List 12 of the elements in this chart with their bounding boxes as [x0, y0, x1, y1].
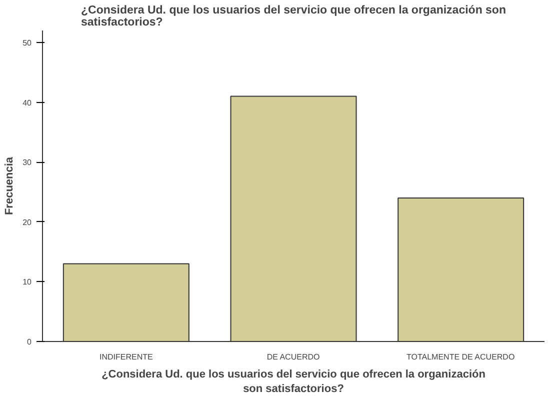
chart-title: ¿Considera Ud. que los usuarios del servicio que ofrecen la organización son satisfactorios?	[81, 4, 506, 28]
y-tick-label: 0	[27, 338, 32, 346]
x-axis-title: ¿Considera Ud. que los usuarios del servicio que ofrecen la organización son satisfactorios?	[102, 368, 486, 395]
x-tick-label: TOTALMENTE DE ACUERDO	[406, 352, 515, 362]
y-tick-label: 10	[22, 278, 32, 287]
y-tick-label: 20	[22, 218, 32, 227]
x-tick-label: INDIFERENTE	[100, 352, 153, 362]
y-tick-label: 40	[22, 98, 32, 108]
y-tick-label: 30	[22, 158, 32, 168]
y-tick-label: 50	[22, 38, 32, 48]
x-tick-label: DE ACUERDO	[266, 352, 320, 362]
y-axis-title: Frecuencia	[4, 156, 16, 216]
